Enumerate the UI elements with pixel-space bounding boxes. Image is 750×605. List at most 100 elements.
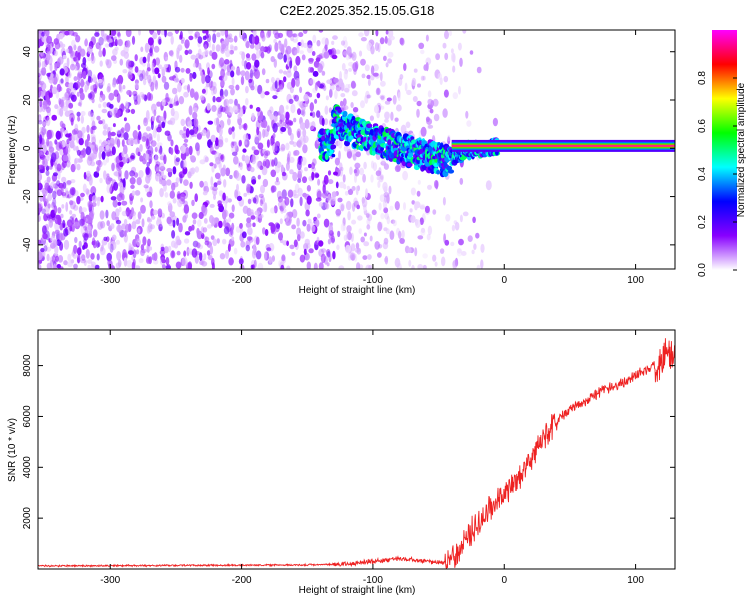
heatmap-noise-cell <box>259 32 266 40</box>
heatmap-noise-cell <box>75 50 78 58</box>
heatmap-noise-cell <box>342 174 346 183</box>
heatmap-noise-cell <box>53 73 59 83</box>
heatmap-marks <box>38 30 675 269</box>
heatmap-noise-cell <box>212 86 217 95</box>
heatmap-noise-cell <box>340 93 346 98</box>
heatmap-noise-cell <box>179 30 183 40</box>
heatmap-noise-cell <box>159 162 165 169</box>
heatmap-noise-cell <box>323 218 330 228</box>
heatmap-noise-cell <box>58 97 62 105</box>
heatmap-noise-cell <box>180 118 186 127</box>
heatmap-noise-cell <box>299 86 303 94</box>
heatmap-noise-cell <box>87 264 91 269</box>
x-tick-label: -200 <box>232 275 252 286</box>
heatmap-noise-cell <box>422 264 427 269</box>
heatmap-noise-cell <box>144 186 151 193</box>
heatmap-noise-cell <box>41 208 46 215</box>
heatmap-noise-cell <box>352 153 357 161</box>
heatmap-noise-cell <box>233 155 239 165</box>
heatmap-noise-cell <box>132 239 136 247</box>
heatmap-noise-cell <box>179 173 183 184</box>
heatmap-noise-cell <box>56 264 61 269</box>
heatmap-noise-cell <box>65 160 71 168</box>
x-tick-label: -200 <box>232 575 252 586</box>
heatmap-noise-cell <box>73 221 79 227</box>
heatmap-noise-cell <box>306 195 312 205</box>
heatmap-noise-cell <box>38 116 42 121</box>
heatmap-noise-cell <box>152 75 157 85</box>
heatmap-noise-cell <box>215 137 219 147</box>
heatmap-noise-cell <box>119 161 124 168</box>
heatmap-noise-cell <box>219 253 226 260</box>
heatmap-noise-cell <box>289 156 295 163</box>
heatmap-noise-cell <box>289 169 294 175</box>
heatmap-noise-cell <box>61 128 65 133</box>
heatmap-noise-cell <box>358 228 363 235</box>
heatmap-noise-cell <box>98 120 103 125</box>
heatmap-noise-cell <box>91 74 97 83</box>
heatmap-noise-cell <box>67 71 72 79</box>
heatmap-noise-cell <box>370 160 375 169</box>
heatmap-noise-cell <box>235 84 240 91</box>
heatmap-noise-cell <box>300 231 305 239</box>
heatmap-noise-cell <box>54 139 58 145</box>
heatmap-noise-cell <box>62 105 68 112</box>
heatmap-ridge-cell <box>330 144 337 150</box>
heatmap-noise-cell <box>316 190 322 200</box>
heatmap-noise-cell <box>201 258 205 266</box>
heatmap-noise-cell <box>251 146 256 151</box>
heatmap-noise-cell <box>293 70 300 81</box>
heatmap-noise-cell <box>394 165 401 173</box>
heatmap-noise-cell <box>351 81 357 89</box>
heatmap-noise-cell <box>39 150 45 159</box>
heatmap-noise-cell <box>71 39 76 47</box>
heatmap-noise-cell <box>102 159 107 166</box>
colorbar-gradient <box>712 30 737 270</box>
heatmap-noise-cell <box>356 262 361 269</box>
heatmap-noise-cell <box>358 32 364 37</box>
heatmap-noise-cell <box>246 207 252 217</box>
heatmap-noise-cell <box>38 164 44 170</box>
heatmap-noise-cell <box>202 35 207 41</box>
heatmap-noise-cell <box>432 98 439 107</box>
heatmap-noise-cell <box>76 257 80 264</box>
heatmap-noise-cell <box>338 181 345 189</box>
heatmap-noise-cell <box>58 144 64 150</box>
heatmap-noise-cell <box>332 250 336 260</box>
heatmap-noise-cell <box>86 156 93 166</box>
heatmap-noise-cell <box>101 141 107 148</box>
heatmap-noise-cell <box>143 117 149 127</box>
heatmap-noise-cell <box>447 136 451 145</box>
heatmap-noise-cell <box>255 107 261 112</box>
heatmap-noise-cell <box>311 225 316 233</box>
heatmap-noise-cell <box>88 211 94 221</box>
heatmap-noise-cell <box>183 91 189 98</box>
heatmap-noise-cell <box>196 227 200 236</box>
heatmap-noise-cell <box>46 116 51 127</box>
heatmap-noise-cell <box>46 111 52 117</box>
heatmap-noise-cell <box>196 147 201 156</box>
heatmap-noise-cell <box>61 192 66 197</box>
heatmap-noise-cell <box>416 100 422 107</box>
heatmap-noise-cell <box>286 121 293 126</box>
heatmap-noise-cell <box>147 52 151 63</box>
heatmap-noise-cell <box>159 221 163 228</box>
heatmap-noise-cell <box>347 210 351 221</box>
heatmap-noise-cell <box>211 51 218 60</box>
heatmap-noise-cell <box>376 111 380 119</box>
heatmap-noise-cell <box>337 139 343 149</box>
heatmap-noise-cell <box>358 50 363 57</box>
heatmap-ridge-cell <box>331 153 336 158</box>
heatmap-noise-cell <box>335 181 339 189</box>
heatmap-noise-cell <box>257 142 264 150</box>
heatmap-noise-cell <box>206 62 210 70</box>
heatmap-noise-cell <box>254 59 260 68</box>
heatmap-noise-cell <box>344 87 350 93</box>
heatmap-noise-cell <box>86 259 93 264</box>
heatmap-noise-cell <box>342 98 347 106</box>
heatmap-noise-cell <box>183 238 190 244</box>
heatmap-noise-cell <box>48 165 53 170</box>
heatmap-noise-cell <box>286 265 291 269</box>
heatmap-noise-cell <box>226 71 232 76</box>
heatmap-noise-cell <box>163 81 170 90</box>
